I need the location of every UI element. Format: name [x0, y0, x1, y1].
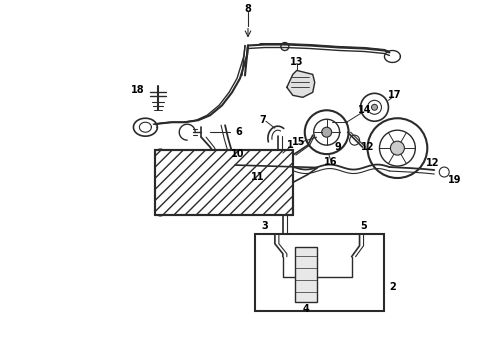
Text: 1: 1 — [287, 140, 293, 150]
Text: 11: 11 — [251, 172, 265, 182]
Text: 4: 4 — [302, 305, 309, 315]
Text: 9: 9 — [334, 142, 341, 152]
Text: 18: 18 — [131, 85, 145, 95]
Text: 12: 12 — [361, 142, 374, 152]
Polygon shape — [287, 71, 315, 97]
Text: 5: 5 — [360, 221, 367, 231]
Text: 3: 3 — [262, 221, 269, 231]
Text: 14: 14 — [358, 105, 371, 115]
Text: 12: 12 — [425, 158, 439, 168]
Circle shape — [322, 127, 332, 137]
Text: 6: 6 — [235, 127, 242, 137]
Text: 7: 7 — [260, 115, 266, 125]
Text: 10: 10 — [231, 149, 245, 159]
Text: 17: 17 — [388, 90, 401, 100]
Text: 2: 2 — [389, 282, 396, 292]
Text: 19: 19 — [448, 175, 462, 185]
Text: 13: 13 — [290, 58, 303, 67]
Text: 16: 16 — [324, 157, 338, 167]
Bar — [295, 247, 317, 302]
Text: 8: 8 — [245, 4, 251, 14]
Text: 15: 15 — [292, 137, 306, 147]
Bar — [255, 234, 385, 311]
Circle shape — [371, 104, 377, 110]
Bar — [155, 150, 293, 215]
Circle shape — [391, 141, 404, 155]
